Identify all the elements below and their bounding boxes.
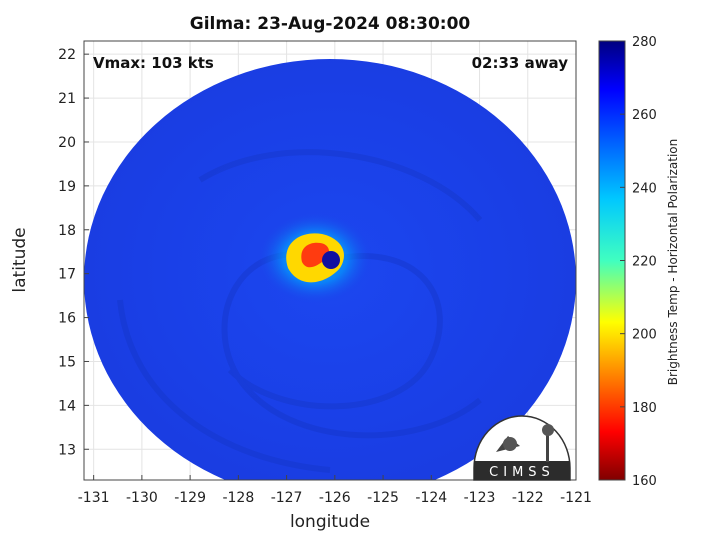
time-offset-annotation: 02:33 away bbox=[471, 54, 568, 72]
chart-title: Gilma: 23-Aug-2024 08:30:00 bbox=[189, 14, 471, 34]
colorbar-tick-label: 180 bbox=[632, 401, 657, 416]
y-tick-label: 16 bbox=[58, 311, 76, 327]
colorbar-tick-label: 240 bbox=[632, 181, 657, 196]
y-tick-label: 15 bbox=[58, 354, 76, 370]
x-tick-label: -126 bbox=[319, 490, 351, 506]
y-tick-label: 20 bbox=[58, 135, 76, 151]
x-axis-ticks: -131 -130 -129 -128 -127 -126 -125 -124 -123 -122… bbox=[78, 475, 592, 506]
storm-eye bbox=[322, 251, 340, 269]
logo-dish-base-icon bbox=[503, 437, 517, 451]
colorbar-label: Brightness Temp - Horizontal Polarizatio… bbox=[666, 138, 680, 386]
x-tick-label: -124 bbox=[415, 490, 447, 506]
logo-tank-icon bbox=[542, 424, 554, 436]
x-tick-label: -121 bbox=[560, 490, 592, 506]
y-tick-label: 17 bbox=[58, 267, 76, 283]
x-tick-label: -122 bbox=[512, 490, 544, 506]
colorbar-tick-label: 160 bbox=[632, 474, 657, 489]
vmax-annotation: Vmax: 103 kts bbox=[93, 54, 214, 72]
y-axis-ticks: 13 14 15 16 17 18 19 20 21 22 bbox=[58, 47, 89, 458]
plot-frame bbox=[83, 40, 577, 481]
y-tick-label: 13 bbox=[58, 442, 76, 458]
x-tick-label: -123 bbox=[464, 490, 496, 506]
y-tick-label: 19 bbox=[58, 179, 76, 195]
x-axis-label: longitude bbox=[289, 512, 371, 532]
y-tick-label: 21 bbox=[58, 91, 76, 107]
logo-tower-icon bbox=[546, 432, 549, 462]
colorbar-tick-label: 200 bbox=[632, 328, 657, 343]
x-tick-label: -128 bbox=[222, 490, 254, 506]
x-tick-label: -131 bbox=[78, 490, 110, 506]
y-tick-label: 22 bbox=[58, 47, 76, 63]
y-tick-label: 18 bbox=[58, 223, 76, 239]
colorbar-ticks: 160 180 200 220 240 260 280 bbox=[620, 35, 657, 489]
colorbar-tick-label: 280 bbox=[632, 35, 657, 50]
y-tick-label: 14 bbox=[58, 398, 76, 414]
colorbar-tick-label: 260 bbox=[632, 108, 657, 123]
cimss-logo: CIMSS bbox=[473, 415, 571, 481]
logo-text: CIMSS bbox=[489, 465, 555, 480]
logo-band bbox=[474, 461, 570, 480]
x-tick-label: -129 bbox=[174, 490, 206, 506]
x-tick-label: -125 bbox=[367, 490, 399, 506]
y-axis-label: latitude bbox=[10, 227, 30, 293]
colorbar-tick-label: 220 bbox=[632, 255, 657, 270]
x-tick-label: -130 bbox=[126, 490, 158, 506]
x-tick-label: -127 bbox=[271, 490, 303, 506]
